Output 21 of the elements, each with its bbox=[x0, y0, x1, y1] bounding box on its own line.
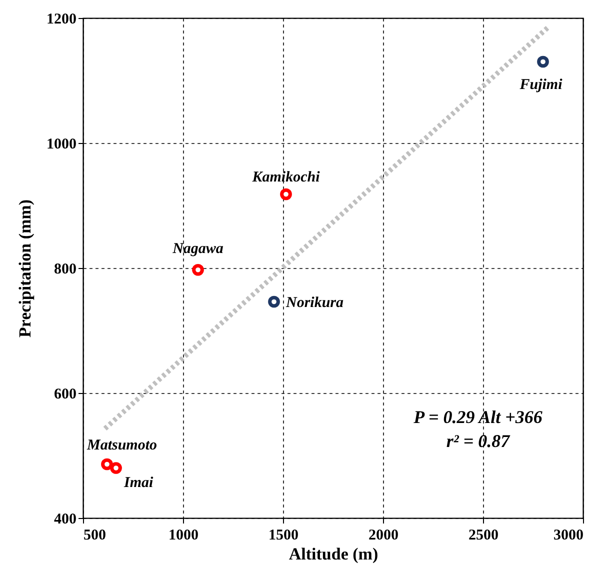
y-tick-label: 600 bbox=[54, 386, 76, 402]
annotation: Kamikochi bbox=[251, 169, 321, 186]
annotation: Matsumoto bbox=[86, 437, 158, 454]
annotation: Imai bbox=[123, 475, 154, 491]
x-tick-label: 2500 bbox=[468, 528, 498, 544]
annotation: r² = 0.87 bbox=[446, 431, 511, 451]
x-tick-label: 1500 bbox=[268, 528, 298, 544]
y-tick-label: 1000 bbox=[46, 136, 76, 152]
annotation: Fujimi bbox=[518, 76, 564, 93]
y-tick-label: 1200 bbox=[46, 12, 76, 28]
x-tick-label: 2000 bbox=[368, 528, 398, 544]
x-tick-label: 500 bbox=[84, 528, 106, 544]
x-tick-label: 3000 bbox=[554, 528, 584, 544]
x-tick-label: 1000 bbox=[168, 528, 198, 544]
x-axis-title: Altitude (m) bbox=[288, 544, 378, 564]
annotation: Norikura bbox=[285, 294, 344, 311]
annotation: P = 0.29 Alt +366 bbox=[412, 407, 542, 427]
y-axis-title: Precipitation (mm) bbox=[16, 199, 34, 338]
y-tick-label: 400 bbox=[54, 512, 76, 528]
y-tick-label: 800 bbox=[54, 262, 76, 278]
annotation: Nagawa bbox=[172, 240, 224, 257]
